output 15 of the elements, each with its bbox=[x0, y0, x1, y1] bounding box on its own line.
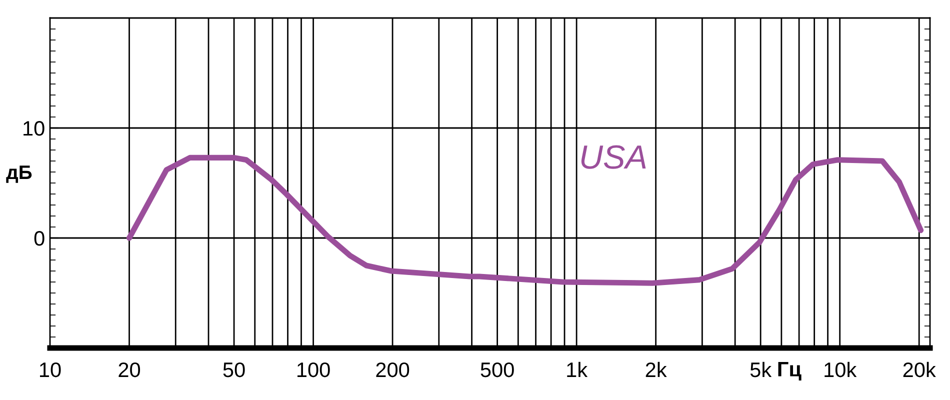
x-tick-label: 100 bbox=[297, 362, 330, 378]
x-tick-label: 1k bbox=[567, 362, 588, 377]
x-tick-label: 5k bbox=[750, 362, 772, 378]
x-tick-label: 50 bbox=[223, 362, 245, 378]
x-tick-label: 20k bbox=[903, 362, 936, 378]
x-tick-label: 20 bbox=[118, 362, 140, 378]
x-tick-label: 10 bbox=[40, 362, 61, 378]
x-tick-label: 500 bbox=[480, 362, 514, 378]
x-tick-label: 2k bbox=[646, 362, 667, 377]
y-tick-label: 0 bbox=[34, 231, 44, 246]
x-tick-label: 10k bbox=[824, 362, 857, 378]
x-axis-title: Гц bbox=[778, 362, 802, 380]
y-axis-title: дБ bbox=[6, 166, 32, 183]
x-tick-label: 200 bbox=[376, 362, 410, 378]
annotation: USA bbox=[581, 145, 646, 169]
